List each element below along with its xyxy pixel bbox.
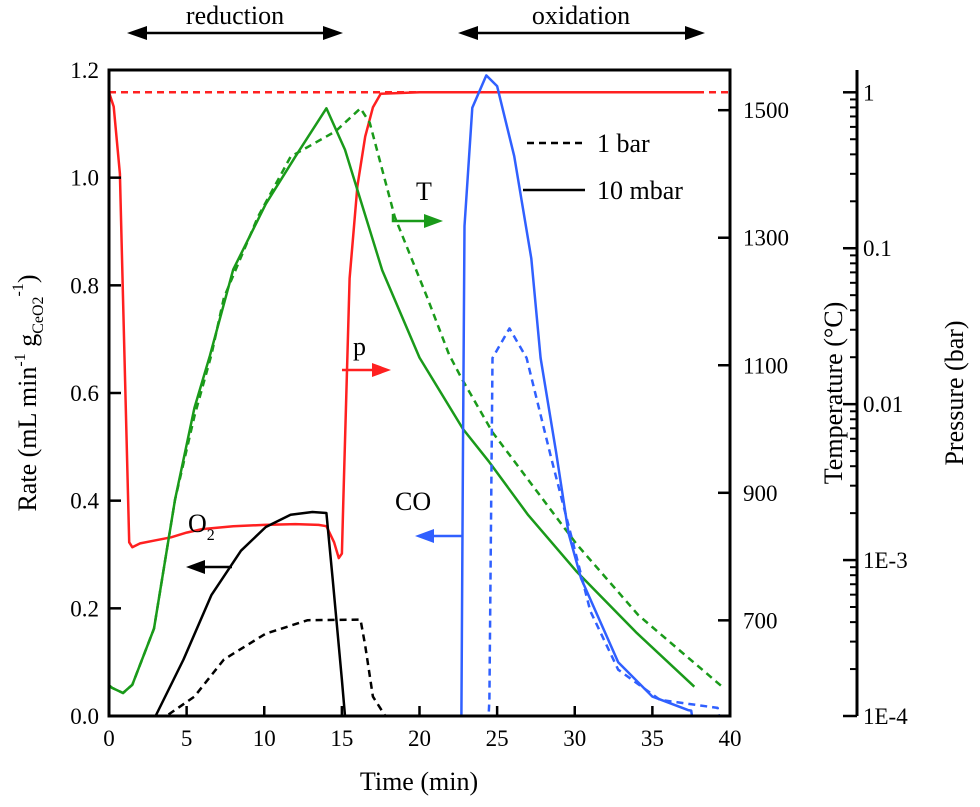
- y-tick-label: 0.8: [70, 273, 99, 298]
- series-T-1bar: [108, 107, 724, 695]
- y-tick-label: 1.2: [70, 58, 99, 83]
- y2-axis-title: Temperature (°C): [819, 302, 848, 485]
- y-tick-label: 0.6: [70, 381, 99, 406]
- annotation-CO: CO: [395, 487, 462, 543]
- x-tick-label: 40: [719, 726, 742, 751]
- y-tick-label: 0.0: [70, 704, 99, 729]
- y3-tick-label: 1E-3: [863, 548, 908, 573]
- y2-tick-label: 1500: [743, 98, 789, 123]
- y3-tick-label: 0.1: [863, 236, 892, 261]
- legend-1bar: 1 bar: [597, 129, 650, 158]
- y2-tick-label: 700: [743, 608, 778, 633]
- series-O2-10mbar: [109, 510, 347, 718]
- legend-10mbar: 10 mbar: [597, 176, 683, 205]
- y3-axis-title: Pressure (bar): [940, 320, 969, 465]
- annotation-p: p: [342, 332, 391, 377]
- oxidation-label: oxidation: [532, 1, 630, 30]
- reduction-label: reduction: [186, 1, 284, 30]
- x-tick-label: 20: [408, 726, 431, 751]
- phase-oxidation: oxidation: [458, 1, 705, 40]
- p-arrowhead: [372, 363, 391, 377]
- x-tick-label: 5: [181, 726, 193, 751]
- CO-label: CO: [395, 487, 431, 516]
- x-tick-label: 0: [103, 726, 115, 751]
- O2-arrowhead: [186, 560, 205, 574]
- y3-tick-label: 0.01: [863, 392, 903, 417]
- legend: 1 bar 10 mbar: [523, 129, 683, 205]
- phase-reduction: reduction: [127, 1, 343, 40]
- y-tick-label: 0.2: [70, 596, 99, 621]
- T-arrowhead: [424, 214, 443, 228]
- x-tick-label: 10: [253, 726, 276, 751]
- series-O2-1bar: [109, 618, 387, 718]
- p-label: p: [353, 332, 366, 361]
- T-label: T: [416, 177, 432, 206]
- y2-tick-label: 1100: [743, 353, 788, 378]
- series-CO-10mbar: [109, 74, 694, 718]
- x-tick-label: 35: [641, 726, 664, 751]
- y2-tick-label: 900: [743, 481, 778, 506]
- CO-arrowhead: [415, 529, 434, 543]
- y-tick-label: 0.4: [70, 489, 99, 514]
- annotation-O2: O2: [186, 509, 232, 574]
- y3-tick-label: 1: [863, 80, 875, 105]
- O2-label: O2: [188, 509, 215, 544]
- x-tick-label: 25: [486, 726, 509, 751]
- y-tick-label: 1.0: [70, 166, 99, 191]
- y-axis-title: Rate (mL min-1 gCeO2-1): [10, 274, 47, 511]
- ticks-layer: 0 5 10 15 20 25 30 35 40 0.0 0.2 0.4 0.6 0.8 1.0 1.2 700…: [70, 58, 908, 751]
- annotation-T: T: [391, 177, 443, 228]
- T-arrow: [391, 214, 426, 223]
- y2-tick-label: 1300: [743, 226, 789, 251]
- x-tick-label: 15: [330, 726, 353, 751]
- series-layer: [107, 74, 730, 718]
- x-axis-title: Time (min): [360, 767, 478, 796]
- y3-tick-label: 1E-4: [863, 704, 908, 729]
- x-tick-label: 30: [563, 726, 586, 751]
